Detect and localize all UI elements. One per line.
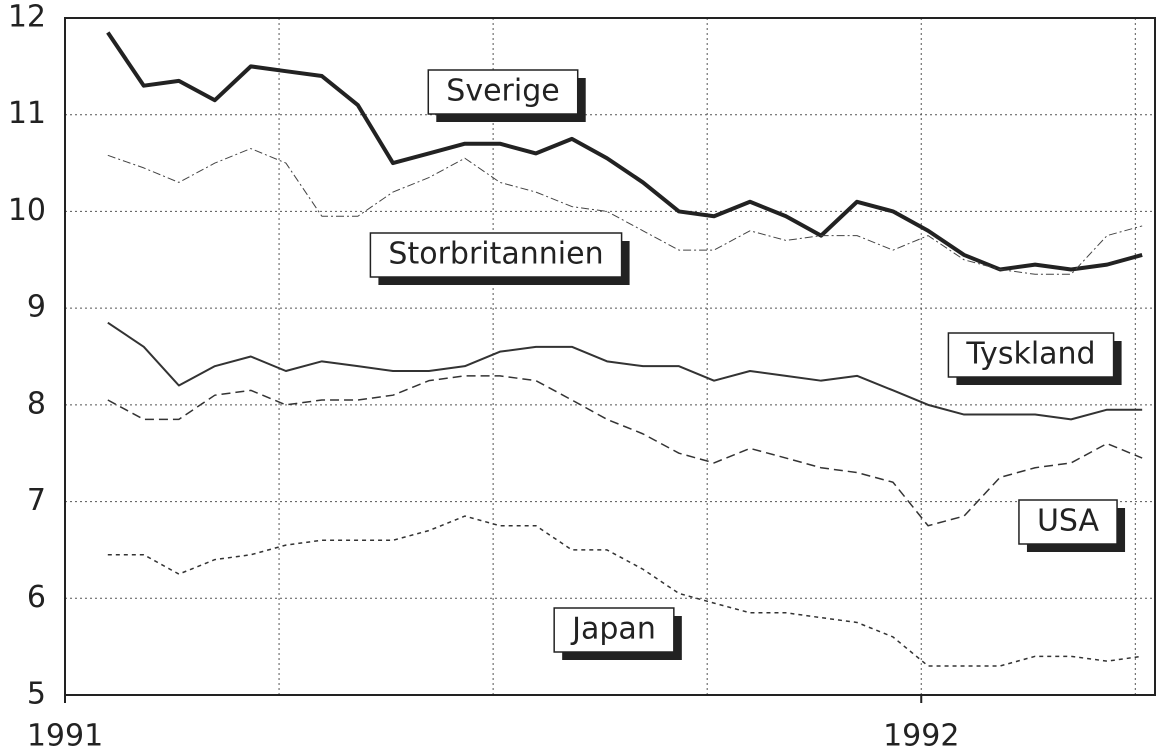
legend-label: Storbritannien xyxy=(369,232,630,285)
y-tick-label: 6 xyxy=(27,580,46,615)
legend-label: USA xyxy=(1018,499,1126,552)
series-line xyxy=(107,321,1143,421)
series-line xyxy=(107,148,1143,275)
legend-text: Storbritannien xyxy=(388,237,603,272)
legend-text: USA xyxy=(1037,504,1100,539)
y-tick-label: 12 xyxy=(8,0,46,35)
y-tick-label: 11 xyxy=(8,96,46,131)
legend-box xyxy=(369,232,623,278)
legend-label: Sverige xyxy=(427,69,586,122)
y-tick-label: 8 xyxy=(27,386,46,421)
legend-box xyxy=(553,607,675,653)
legend-text: Tyskland xyxy=(965,337,1095,372)
series-line xyxy=(107,515,1143,667)
x-tick-label: 1992 xyxy=(883,719,959,754)
legend-label: Japan xyxy=(553,607,682,660)
legend-text: Sverige xyxy=(446,74,559,109)
series-line xyxy=(107,375,1143,527)
y-tick-label: 5 xyxy=(27,677,46,712)
plot-frame xyxy=(64,17,1156,696)
legend-box xyxy=(947,332,1115,378)
legend-box xyxy=(427,69,579,115)
y-tick-label: 9 xyxy=(27,290,46,325)
y-tick-label: 7 xyxy=(27,483,46,518)
y-tick-label: 10 xyxy=(8,193,46,228)
legend-box xyxy=(1018,499,1118,545)
legend-label: Tyskland xyxy=(947,332,1122,385)
x-tick-label: 1991 xyxy=(27,719,103,754)
series-line xyxy=(106,31,1143,272)
legend-text: Japan xyxy=(570,612,656,647)
